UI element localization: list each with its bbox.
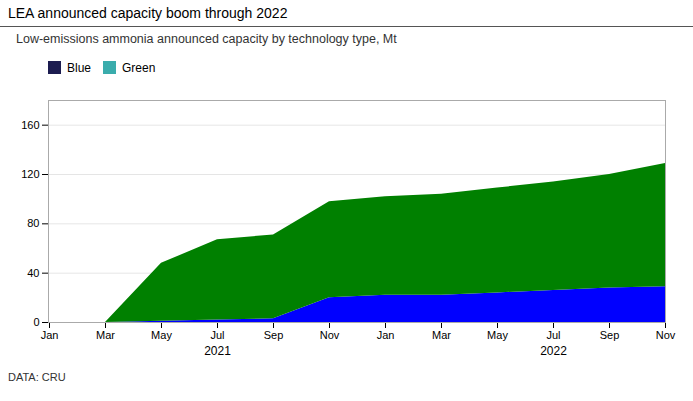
svg-text:Mar: Mar — [432, 329, 451, 341]
svg-text:0: 0 — [33, 316, 39, 328]
svg-text:2021: 2021 — [204, 344, 231, 358]
svg-text:Nov: Nov — [656, 329, 676, 341]
html-text:DATA: CRU: DATA: CRU — [8, 371, 66, 383]
svg-text:Mar: Mar — [96, 329, 115, 341]
html-text:Blue: Blue — [67, 60, 91, 75]
svg-text:Jan: Jan — [41, 329, 59, 341]
svg-text:Jan: Jan — [377, 329, 395, 341]
svg-text:40: 40 — [27, 267, 39, 279]
svg-text:160: 160 — [21, 119, 39, 131]
svg-text:Nov: Nov — [320, 329, 340, 341]
svg-text:Sep: Sep — [600, 329, 620, 341]
svg-text:Jul: Jul — [546, 329, 560, 341]
svg-text:Sep: Sep — [264, 329, 284, 341]
svg-text:May: May — [487, 329, 508, 341]
svg-text:80: 80 — [27, 217, 39, 229]
html-text:Green: Green — [122, 60, 156, 75]
html-text:Low-emissions ammonia announce: Low-emissions ammonia announced capacity… — [16, 32, 397, 46]
svg-text:May: May — [151, 329, 172, 341]
svg-text:120: 120 — [21, 168, 39, 180]
svg-text:2022: 2022 — [540, 344, 567, 358]
svg-text:Jul: Jul — [210, 329, 224, 341]
html-text:LEA announced capacity boom th: LEA announced capacity boom through 2022 — [8, 5, 288, 21]
